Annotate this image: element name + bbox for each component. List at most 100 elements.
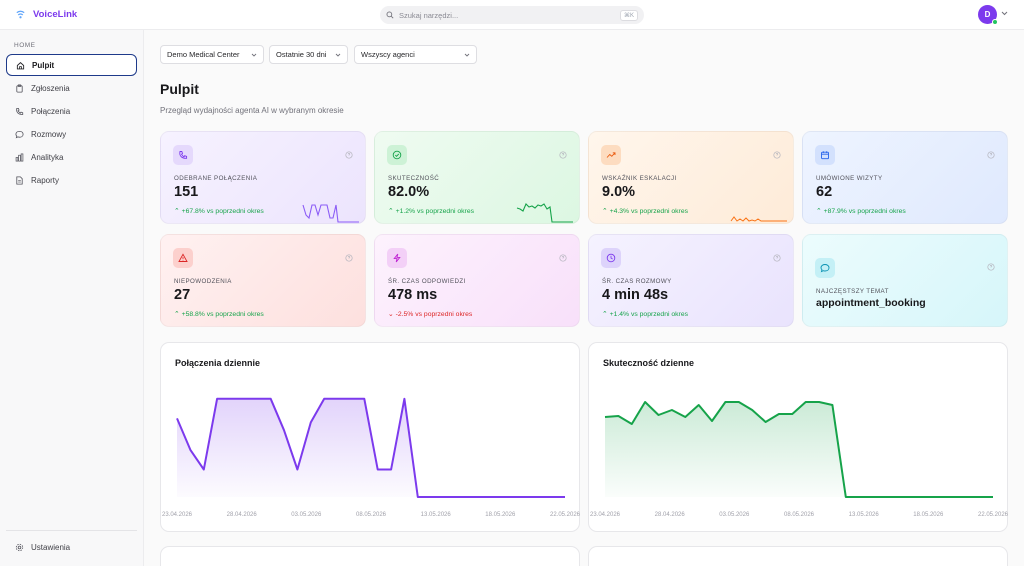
kpi-value: 151 — [174, 184, 199, 200]
series-line — [176, 397, 565, 498]
kpi-card-failures[interactable]: NIEPOWODZENIA 27 ⌃ +58.8% vs poprzedni o… — [160, 234, 366, 327]
x-tick-label: 08.05.2026 — [356, 512, 387, 518]
x-tick-label: 18.05.2026 — [913, 512, 944, 518]
kpi-card-success-rate[interactable]: SKUTECZNOŚĆ 82.0% ⌃ +1.2% vs poprzedni o… — [374, 131, 580, 224]
chart-panel-daily-success: Skuteczność dzienne 23.04.2026 28.04.2026… — [588, 342, 1009, 532]
info-icon[interactable] — [987, 263, 995, 271]
kpi-card-response-time[interactable]: ŚR. CZAS ODPOWIEDZI 478 ms ⌄ -2.5% vs po… — [374, 234, 580, 327]
trending-up-icon — [601, 145, 621, 165]
kpi-trend-text: vs poprzedni okres — [415, 311, 473, 318]
sidebar-item-raporty[interactable]: Raporty — [6, 169, 137, 191]
period-select[interactable]: Ostatnie 30 dni — [269, 45, 348, 64]
kpi-trend: ⌃ +1.4% vs poprzedni okres — [602, 311, 688, 318]
logo-icon — [16, 10, 25, 19]
chart-title: Skuteczność dzienne — [603, 358, 695, 368]
kpi-trend-value: -2.5% — [395, 311, 414, 318]
chevron-down-icon[interactable] — [1001, 11, 1008, 16]
sidebar-section-label: HOME — [14, 42, 36, 49]
kpi-trend-text: vs poprzedni okres — [630, 311, 688, 318]
info-icon[interactable] — [345, 254, 353, 262]
sidebar-item-label: Ustawienia — [31, 542, 71, 552]
sidebar-item-ustawienia[interactable]: Ustawienia — [6, 536, 137, 558]
info-icon[interactable] — [559, 254, 567, 262]
phone-icon — [16, 107, 24, 115]
kpi-card-received-calls[interactable]: ODEBRANE POŁĄCZENIA 151 ⌃ +67.8% vs popr… — [160, 131, 366, 224]
kpi-trend-value: +1.4% — [609, 311, 630, 318]
kpi-trend: ⌃ +67.8% vs poprzedni okres — [174, 208, 264, 215]
kpi-value: appointment_booking — [816, 297, 926, 309]
daily-calls-chart: 23.04.2026 28.04.2026 03.05.2026 08.05.2026… — [162, 397, 581, 518]
kpi-trend-value: +58.8% — [181, 311, 205, 318]
kpi-value: 82.0% — [388, 184, 430, 200]
search-icon — [386, 11, 394, 19]
kpi-card-call-duration[interactable]: ŚR. CZAS ROZMOWY 4 min 48s ⌃ +1.4% vs po… — [588, 234, 794, 327]
sidebar-item-rozmowy[interactable]: Rozmowy — [6, 123, 137, 145]
chevron-down-icon — [251, 53, 257, 57]
x-tick-label: 22.05.2026 — [550, 512, 581, 518]
kpi-card-top-topic[interactable]: NAJCZĘSTSZY TEMAT appointment_booking — [802, 234, 1008, 327]
kpi-label: WSKAŹNIK ESKALACJI — [602, 175, 677, 182]
check-circle-icon — [387, 145, 407, 165]
series-line — [604, 401, 993, 498]
alert-triangle-icon — [173, 248, 193, 268]
period-select-value: Ostatnie 30 dni — [276, 50, 327, 59]
sidebar-item-label: Pulpit — [32, 60, 55, 70]
app-logo[interactable]: VoiceLink — [14, 8, 77, 21]
kpi-trend: ⌄ -2.5% vs poprzedni okres — [388, 311, 473, 318]
kpi-value: 27 — [174, 287, 191, 303]
kpi-trend: ⌃ +58.8% vs poprzedni okres — [174, 311, 264, 318]
lightning-icon — [387, 248, 407, 268]
page-title: Pulpit — [160, 81, 199, 97]
x-tick-label: 23.04.2026 — [162, 512, 193, 518]
page-subtitle: Przegląd wydajności agenta AI w wybranym… — [160, 106, 344, 115]
search-bar[interactable]: ⌘K — [380, 6, 644, 24]
app-name: VoiceLink — [33, 9, 78, 20]
sidebar-item-analityka[interactable]: Analityka — [6, 146, 137, 168]
sidebar-item-pulpit[interactable]: Pulpit — [6, 54, 137, 76]
kpi-trend-text: vs poprzedni okres — [206, 208, 264, 215]
shortcut-badge: ⌘K — [619, 9, 638, 21]
kpi-trend-value: +4.3% — [609, 208, 630, 215]
x-tick-label: 28.04.2026 — [227, 512, 258, 518]
kpi-label: SKUTECZNOŚĆ — [388, 175, 440, 182]
info-icon[interactable] — [773, 254, 781, 262]
x-tick-label: 28.04.2026 — [655, 512, 686, 518]
center-select[interactable]: Demo Medical Center — [160, 45, 264, 64]
kpi-label: NIEPOWODZENIA — [174, 278, 232, 285]
chevron-down-icon — [464, 53, 470, 57]
kpi-label: ODEBRANE POŁĄCZENIA — [174, 175, 258, 182]
x-tick-label: 08.05.2026 — [784, 512, 815, 518]
info-icon[interactable] — [345, 151, 353, 159]
home-icon — [16, 61, 25, 69]
kpi-trend: ⌃ +1.2% vs poprzedni okres — [388, 208, 474, 215]
document-icon — [16, 175, 23, 185]
sparkline — [516, 203, 573, 223]
series-area — [177, 398, 565, 497]
calendar-icon — [815, 145, 835, 165]
info-icon[interactable] — [773, 151, 781, 159]
chart-panel-daily-calls: Połączenia dziennie 23.04.2026 28.04.2026… — [160, 342, 581, 532]
kpi-trend-text: vs poprzedni okres — [630, 208, 688, 215]
sidebar-item-polaczenia[interactable]: Połączenia — [6, 100, 137, 122]
daily-success-chart: 23.04.2026 28.04.2026 03.05.2026 08.05.2026… — [590, 401, 1009, 518]
kpi-card-booked-visits[interactable]: UMÓWIONE WIZYTY 62 ⌃ +87.9% vs poprzedni… — [802, 131, 1008, 224]
sparkline — [302, 204, 359, 223]
kpi-trend-value: +87.9% — [823, 208, 847, 215]
bar-chart-icon — [15, 153, 24, 161]
online-status-dot — [992, 19, 998, 25]
kpi-label: NAJCZĘSTSZY TEMAT — [816, 288, 889, 295]
sparkline — [730, 216, 787, 222]
kpi-label: ŚR. CZAS ODPOWIEDZI — [388, 278, 466, 285]
info-icon[interactable] — [559, 151, 567, 159]
message-icon — [815, 258, 835, 278]
kpi-trend-text: vs poprzedni okres — [206, 311, 264, 318]
sidebar-item-label: Zgłoszenia — [31, 83, 70, 93]
user-avatar[interactable]: D — [978, 5, 998, 25]
agent-select[interactable]: Wszyscy agenci — [354, 45, 477, 64]
chevron-down-icon — [335, 53, 341, 57]
info-icon[interactable] — [987, 151, 995, 159]
sidebar-item-zgloszenia[interactable]: Zgłoszenia — [6, 77, 137, 99]
kpi-trend-value: +1.2% — [395, 208, 416, 215]
search-input[interactable] — [399, 10, 620, 20]
kpi-card-escalation-rate[interactable]: WSKAŹNIK ESKALACJI 9.0% ⌃ +4.3% vs poprz… — [588, 131, 794, 224]
